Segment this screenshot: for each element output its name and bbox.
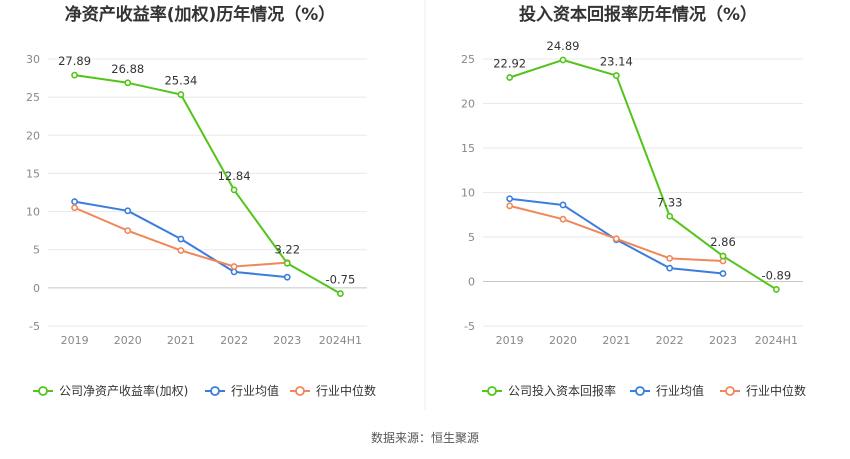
data-point xyxy=(559,215,567,223)
legend-marker xyxy=(487,386,497,396)
data-point xyxy=(230,186,238,194)
legend-label: 公司投入资本回报率 xyxy=(508,383,616,398)
data-point xyxy=(506,202,514,210)
data-label: -0.75 xyxy=(326,273,356,287)
x-tick-label: 2024H1 xyxy=(319,334,362,347)
data-point xyxy=(71,71,78,79)
roic-chart-title: 投入资本回报率历年情况（%） xyxy=(519,4,757,25)
series-line xyxy=(509,204,724,263)
data-label: -0.89 xyxy=(761,268,791,282)
data-point xyxy=(230,263,238,270)
x-tick-label: 2019 xyxy=(61,334,89,347)
data-label: 22.92 xyxy=(493,57,526,71)
data-point xyxy=(719,252,727,260)
x-tick-label: 2021 xyxy=(602,334,630,347)
data-label: 23.14 xyxy=(600,55,633,69)
y-tick-label: 0 xyxy=(468,276,475,289)
y-tick-label: 25 xyxy=(26,91,40,104)
y-tick-label: 10 xyxy=(26,206,40,219)
data-label: 25.34 xyxy=(164,74,197,88)
data-point xyxy=(177,247,185,254)
data-point xyxy=(666,264,674,272)
x-tick-label: 2019 xyxy=(496,334,524,347)
roe-chart-title: 净资产收益率(加权)历年情况（%） xyxy=(65,4,336,25)
data-point xyxy=(124,207,132,215)
legend-marker xyxy=(635,386,645,396)
x-tick-label: 2022 xyxy=(656,334,684,347)
data-point xyxy=(612,235,620,243)
y-tick-label: -5 xyxy=(464,320,475,333)
data-point xyxy=(283,273,291,281)
y-tick-label: 5 xyxy=(33,244,40,257)
legend-marker xyxy=(295,386,305,396)
roic-chart-panel: 投入资本回报率历年情况（%） -5 0 5 10 15 20 25 2019 2020 2021 20… xyxy=(461,4,806,398)
data-point xyxy=(666,212,674,220)
data-point xyxy=(666,254,674,262)
data-point xyxy=(283,259,291,267)
x-tick-label: 2021 xyxy=(167,334,195,347)
data-point xyxy=(177,235,185,243)
data-point xyxy=(612,72,620,79)
y-tick-label: 20 xyxy=(461,98,475,111)
data-label: 26.88 xyxy=(111,62,144,76)
y-tick-label: 15 xyxy=(461,142,475,155)
x-tick-label: 2023 xyxy=(273,334,301,347)
y-tick-label: 20 xyxy=(26,129,40,142)
y-tick-label: 30 xyxy=(26,53,40,66)
data-label: 7.33 xyxy=(657,195,683,209)
x-tick-label: 2024H1 xyxy=(755,334,798,347)
data-point xyxy=(124,79,132,87)
data-label: 2.86 xyxy=(710,235,736,249)
data-point xyxy=(506,195,514,203)
data-point xyxy=(230,268,238,276)
x-tick-label: 2023 xyxy=(709,334,737,347)
x-tick-label: 2020 xyxy=(114,334,142,347)
data-point xyxy=(337,290,344,297)
series-line xyxy=(74,74,341,295)
y-tick-label: -5 xyxy=(29,320,40,333)
legend-label: 公司净资产收益率(加权) xyxy=(59,383,188,398)
data-point xyxy=(177,91,185,98)
legend-marker xyxy=(725,386,735,396)
data-point xyxy=(71,198,78,206)
legend-marker xyxy=(210,386,220,396)
x-tick-label: 2020 xyxy=(549,334,577,347)
y-tick-label: 15 xyxy=(26,167,40,180)
roe-chart-panel: 净资产收益率(加权)历年情况（%） -5 0 5 10 15 20 25 30 2019 2020 2… xyxy=(26,4,376,398)
legend-marker xyxy=(38,386,48,396)
data-point xyxy=(71,204,78,212)
y-tick-label: 5 xyxy=(468,231,475,244)
data-label: 27.89 xyxy=(58,54,91,68)
legend-label: 行业均值 xyxy=(656,383,704,398)
y-tick-label: 0 xyxy=(33,282,40,295)
data-label: 24.89 xyxy=(547,39,580,53)
data-point xyxy=(559,56,567,64)
data-point xyxy=(506,74,514,81)
data-label: 3.22 xyxy=(274,242,300,256)
legend-label: 行业均值 xyxy=(231,383,279,398)
x-tick-label: 2022 xyxy=(220,334,248,347)
series-line xyxy=(509,58,777,291)
data-source-text: 数据来源：恒生聚源 xyxy=(371,430,479,445)
data-label: 12.84 xyxy=(218,169,251,183)
data-point xyxy=(719,270,727,277)
y-tick-label: 10 xyxy=(461,187,475,200)
data-point xyxy=(124,227,132,235)
legend-label: 行业中位数 xyxy=(746,383,806,398)
data-point xyxy=(559,201,567,209)
legend-label: 行业中位数 xyxy=(316,383,376,398)
data-point xyxy=(772,286,780,293)
y-tick-label: 25 xyxy=(461,53,475,66)
